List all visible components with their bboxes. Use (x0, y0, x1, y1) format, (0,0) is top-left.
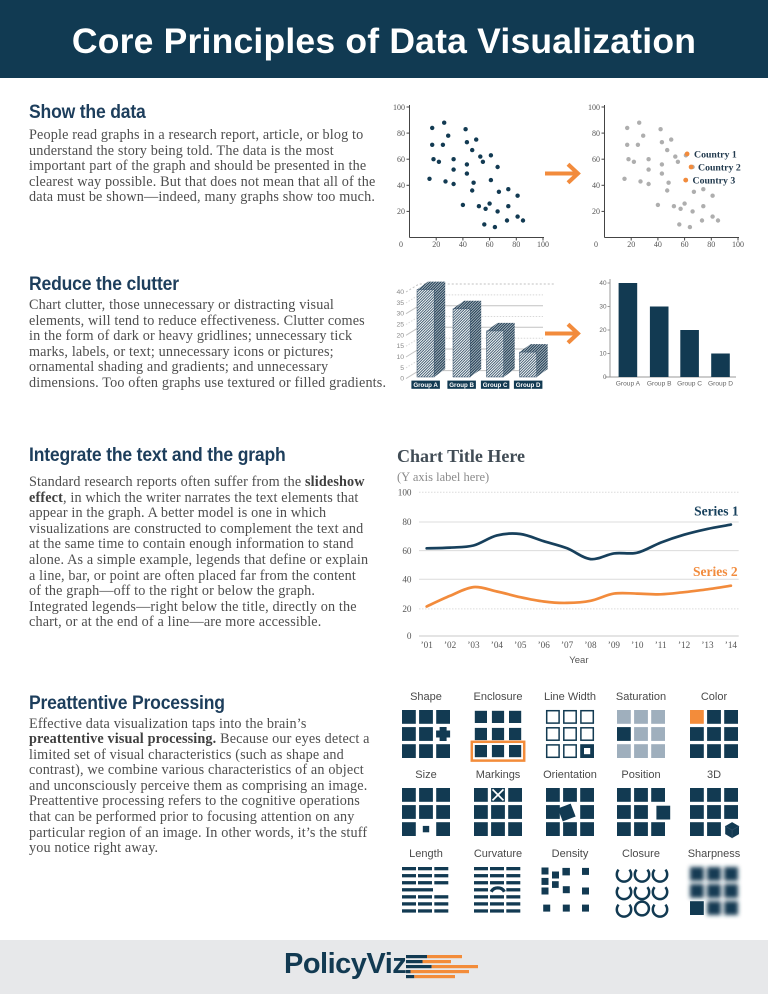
svg-text:’05: ’05 (514, 640, 527, 650)
svg-text:10: 10 (599, 351, 607, 358)
svg-text:Group A: Group A (616, 381, 641, 388)
svg-text:’01: ’01 (421, 640, 434, 650)
svg-text:20: 20 (627, 240, 635, 249)
svg-text:Series 2: Series 2 (693, 564, 738, 579)
svg-text:80: 80 (402, 517, 412, 527)
svg-text:’10: ’10 (631, 640, 644, 650)
svg-text:Group A: Group A (413, 382, 438, 389)
svg-text:’11: ’11 (655, 640, 667, 650)
svg-text:35: 35 (396, 300, 404, 307)
svg-text:0: 0 (399, 240, 403, 249)
svg-text:Group B: Group B (449, 382, 474, 389)
svg-text:15: 15 (396, 343, 404, 350)
svg-text:20: 20 (402, 604, 412, 614)
svg-text:30: 30 (396, 311, 404, 318)
svg-text:40: 40 (592, 181, 600, 190)
svg-text:Group C: Group C (483, 382, 508, 389)
svg-text:80: 80 (592, 129, 600, 138)
svg-text:60: 60 (681, 240, 689, 249)
svg-text:100: 100 (398, 488, 412, 498)
svg-text:Country 2: Country 2 (698, 162, 741, 173)
svg-text:20: 20 (432, 240, 440, 249)
svg-text:10: 10 (396, 354, 404, 361)
svg-text:Group D: Group D (516, 382, 541, 389)
svg-text:0: 0 (603, 374, 607, 381)
svg-text:40: 40 (599, 280, 607, 287)
svg-text:’14: ’14 (725, 640, 738, 650)
svg-text:Series 1: Series 1 (694, 504, 739, 519)
svg-text:’04: ’04 (491, 640, 504, 650)
svg-text:’02: ’02 (444, 640, 457, 650)
svg-text:40: 40 (459, 240, 467, 249)
svg-text:’09: ’09 (608, 640, 621, 650)
svg-text:’13: ’13 (701, 640, 714, 650)
svg-text:30: 30 (599, 304, 607, 311)
svg-text:60: 60 (397, 155, 405, 164)
svg-text:100: 100 (537, 240, 549, 249)
svg-text:(Y axis label here): (Y axis label here) (397, 470, 489, 484)
svg-text:20: 20 (397, 207, 405, 216)
svg-text:’03: ’03 (467, 640, 480, 650)
svg-text:100: 100 (393, 103, 405, 112)
svg-text:60: 60 (402, 546, 412, 556)
svg-text:0: 0 (400, 376, 404, 383)
svg-text:20: 20 (396, 332, 404, 339)
svg-text:40: 40 (397, 181, 405, 190)
svg-text:60: 60 (592, 155, 600, 164)
svg-text:Group B: Group B (647, 381, 672, 388)
svg-text:20: 20 (592, 207, 600, 216)
svg-text:’08: ’08 (584, 640, 597, 650)
svg-text:40: 40 (396, 289, 404, 296)
svg-text:60: 60 (486, 240, 494, 249)
svg-text:80: 80 (397, 129, 405, 138)
svg-text:40: 40 (654, 240, 662, 249)
svg-text:5: 5 (400, 365, 404, 372)
svg-text:Country 3: Country 3 (693, 175, 736, 186)
svg-text:Year: Year (569, 655, 588, 666)
svg-text:20: 20 (599, 327, 607, 334)
svg-text:’12: ’12 (678, 640, 691, 650)
svg-text:’07: ’07 (561, 640, 574, 650)
svg-text:100: 100 (732, 240, 744, 249)
svg-text:25: 25 (396, 322, 404, 329)
svg-text:Group C: Group C (677, 381, 702, 388)
svg-text:Country 1: Country 1 (694, 149, 737, 160)
svg-text:40: 40 (402, 574, 412, 584)
svg-text:100: 100 (588, 103, 600, 112)
svg-text:80: 80 (707, 240, 715, 249)
svg-text:Chart Title Here: Chart Title Here (397, 446, 525, 466)
svg-text:Group D: Group D (708, 381, 733, 388)
svg-text:0: 0 (407, 631, 412, 641)
svg-text:0: 0 (594, 240, 598, 249)
svg-text:80: 80 (512, 240, 520, 249)
svg-text:’06: ’06 (538, 640, 551, 650)
